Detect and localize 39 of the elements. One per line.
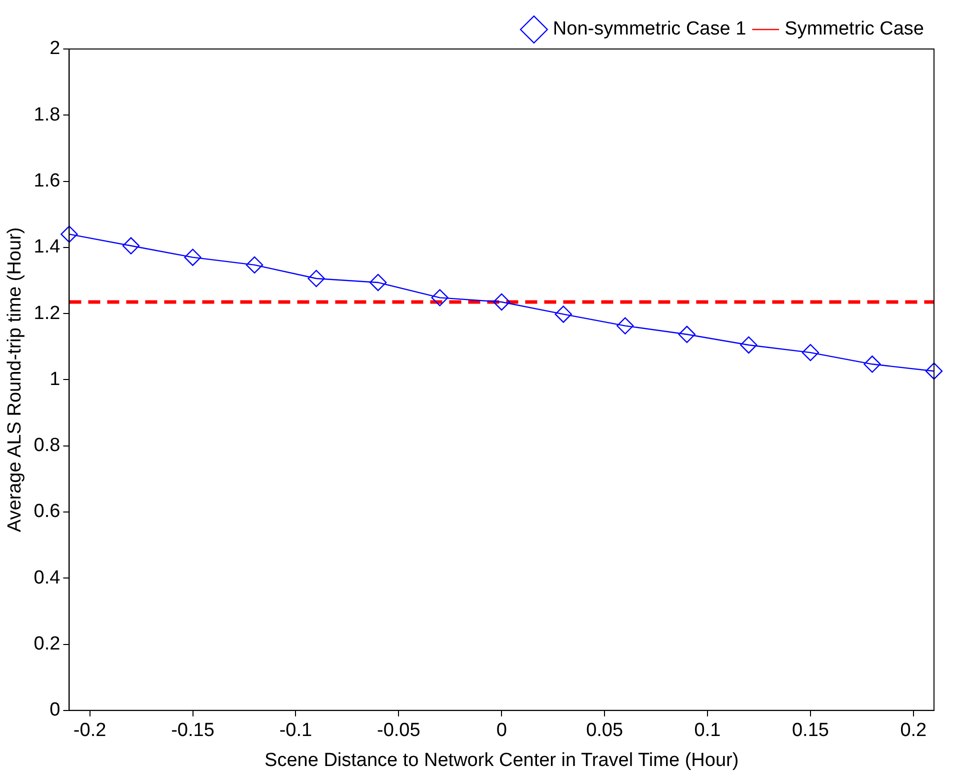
x-tick-label: 0.05 <box>586 720 624 742</box>
y-tick-label: 1.2 <box>34 302 60 324</box>
y-tick-label: 0.4 <box>34 567 61 588</box>
point <box>864 356 881 373</box>
point <box>554 306 572 323</box>
x-tick-label: -0.15 <box>171 720 214 742</box>
y-tick-label: 0.6 <box>34 501 60 522</box>
point <box>122 237 140 254</box>
x-tick-label: -0.05 <box>377 720 420 742</box>
x-tick-label: -0.1 <box>279 720 312 742</box>
y-tick-label: 2 <box>50 38 60 60</box>
y-tick-label: 1.6 <box>34 170 60 192</box>
x-tick-label: 0.2 <box>900 720 927 742</box>
point <box>493 293 510 311</box>
y-tick-label: 0.2 <box>34 633 60 654</box>
point <box>925 362 943 380</box>
y-tick-label: 1.8 <box>34 104 60 126</box>
y-axis-title: Average ALS Round-trip time (Hour) <box>4 227 26 532</box>
point <box>616 317 634 334</box>
point <box>308 270 325 288</box>
y-tick-label: 1 <box>50 368 60 390</box>
x-tick-label: 0.1 <box>694 720 721 742</box>
x-axis-title: Scene Distance to Network Center in Travel Time (Hour) <box>264 750 739 771</box>
x-tick-label: 0 <box>496 720 507 742</box>
point <box>740 336 758 354</box>
point <box>678 326 696 343</box>
point <box>246 256 264 274</box>
point <box>60 226 78 243</box>
y-tick-label: 1.4 <box>34 236 61 258</box>
y-tick-label: 0 <box>50 700 60 721</box>
point <box>369 274 387 292</box>
point <box>184 248 202 266</box>
point <box>802 344 820 362</box>
y-tick-label: 0.8 <box>34 435 60 456</box>
x-tick-label: 0.15 <box>792 720 829 742</box>
point <box>431 289 448 306</box>
legend-label: Non-symmetric Case 1 <box>552 18 746 40</box>
legend-label: Symmetric Case <box>784 18 924 40</box>
x-tick-label: -0.2 <box>73 720 106 742</box>
